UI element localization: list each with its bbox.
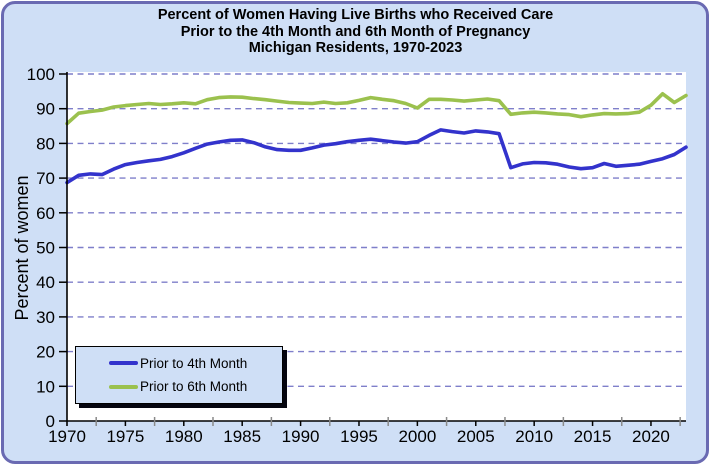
chart-title-line-3: Michigan Residents, 1970-2023 [248,40,463,56]
x-tick-label-1995: 1995 [340,427,378,446]
legend-line-swatch-6th-month [109,385,138,389]
x-tick-label-1980: 1980 [165,427,203,446]
y-axis-title: Percent of women [12,175,32,321]
x-tick-label-1985: 1985 [223,427,261,446]
y-tick-label-90: 90 [36,100,55,119]
x-tick-label-1970: 1970 [48,427,86,446]
series-line-prior-4th-month [65,128,688,185]
legend-item-prior-6th-month: Prior to 6th Month [76,379,282,394]
legend-label-4th-month: Prior to 4th Month [140,355,248,371]
x-tick-label-2000: 2000 [398,427,436,446]
y-tick-label-40: 40 [36,273,55,292]
legend: Prior to 4th Month Prior to 6th Month [75,346,283,404]
x-tick-label-2010: 2010 [515,427,553,446]
legend-item-prior-4th-month: Prior to 4th Month [76,356,282,371]
x-tick-label-1975: 1975 [106,427,144,446]
y-tick-label-80: 80 [36,134,55,153]
x-tick-label-1990: 1990 [282,427,320,446]
y-tick-label-0: 0 [46,412,55,431]
legend-line-swatch-4th-month [109,361,138,365]
chart-title-line-2: Prior to the 4th Month and 6th Month of … [180,23,531,40]
legend-label-6th-month: Prior to 6th Month [140,379,248,395]
y-tick-label-20: 20 [36,343,55,362]
y-tick-label-100: 100 [27,65,55,84]
series-line-prior-6th-month [65,92,688,126]
x-tick-label-2015: 2015 [574,427,612,446]
y-tick-label-70: 70 [36,169,55,188]
x-tick-label-2005: 2005 [457,427,495,446]
y-tick-label-60: 60 [36,204,55,223]
x-tick-label-2020: 2020 [632,427,670,446]
y-tick-label-30: 30 [36,308,55,327]
chart-title-line-1: Percent of Women Having Live Births who … [157,7,554,23]
y-tick-label-50: 50 [36,239,55,258]
y-tick-label-10: 10 [36,377,55,396]
chart-title: Percent of Women Having Live Births who … [0,7,711,57]
